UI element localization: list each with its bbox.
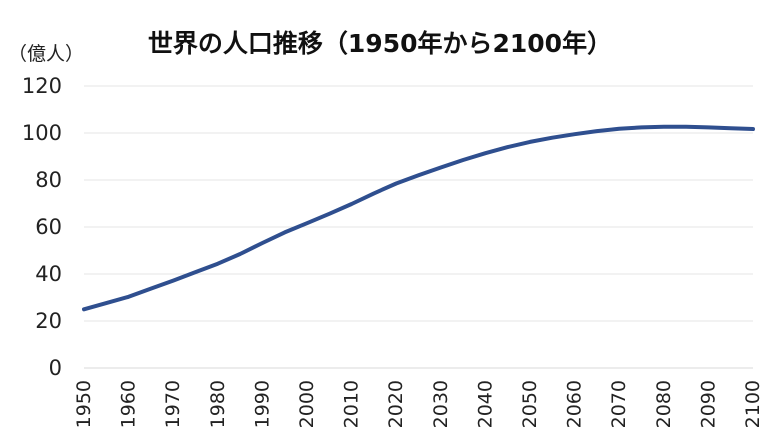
x-tick-label: 2010	[341, 380, 363, 428]
x-axis-ticks: 1950 1960 1970 1980 1990 2000 2010 2020 2030 2040…	[73, 380, 764, 428]
y-tick-label: 40	[35, 262, 62, 286]
x-tick-label: 2030	[430, 380, 452, 428]
y-tick-label: 80	[35, 168, 62, 192]
y-tick-label: 120	[22, 74, 62, 98]
y-tick-label: 60	[35, 215, 62, 239]
x-tick-label: 2050	[519, 380, 541, 428]
x-tick-label: 1990	[251, 380, 273, 428]
x-tick-label: 1970	[162, 380, 184, 428]
y-tick-label: 20	[35, 309, 62, 333]
x-tick-label: 1960	[118, 380, 140, 428]
x-tick-label: 2020	[385, 380, 407, 428]
x-tick-label: 2000	[296, 380, 318, 428]
series-line	[82, 124, 755, 312]
x-tick-label: 1950	[73, 380, 95, 428]
x-tick-label: 2080	[653, 380, 675, 428]
x-tick-label: 1980	[207, 380, 229, 428]
x-tick-label: 2100	[742, 380, 764, 428]
x-tick-label: 2040	[474, 380, 496, 428]
series-layer	[82, 124, 755, 312]
x-tick-label: 2090	[697, 380, 719, 428]
chart-title: 世界の人口推移（1950年から2100年）	[148, 29, 612, 58]
y-axis-ticks: 0 20 40 60 80 100 120	[22, 74, 62, 380]
y-axis-unit-label: （億人）	[8, 43, 84, 65]
x-tick-label: 2070	[608, 380, 630, 428]
y-tick-label: 0	[49, 356, 62, 380]
x-tick-label: 2060	[564, 380, 586, 428]
gridlines	[84, 85, 753, 322]
y-tick-label: 100	[22, 121, 62, 145]
